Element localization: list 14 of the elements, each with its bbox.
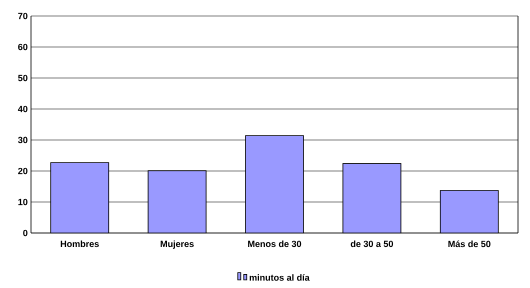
legend-label: minutos al día [250, 274, 310, 281]
y-tick-label: 50 [18, 74, 28, 82]
y-tick-label: 10 [18, 198, 28, 206]
y-tick-label: 40 [18, 106, 28, 112]
y-tick-label: 30 [18, 136, 28, 144]
y-tick-label: 70 [18, 12, 28, 20]
x-tick-label: de 30 a 50 [350, 240, 394, 248]
x-tick-label: Menos de 30 [248, 240, 302, 248]
y-tick-label: 20 [18, 168, 28, 174]
x-tick-label: Mujeres [160, 240, 194, 249]
x-tick-label: Más de 50 [448, 240, 490, 248]
y-tick-label: 0 [23, 230, 28, 236]
x-tick-label: Hombres [60, 240, 99, 248]
y-tick-label: 60 [18, 44, 28, 50]
